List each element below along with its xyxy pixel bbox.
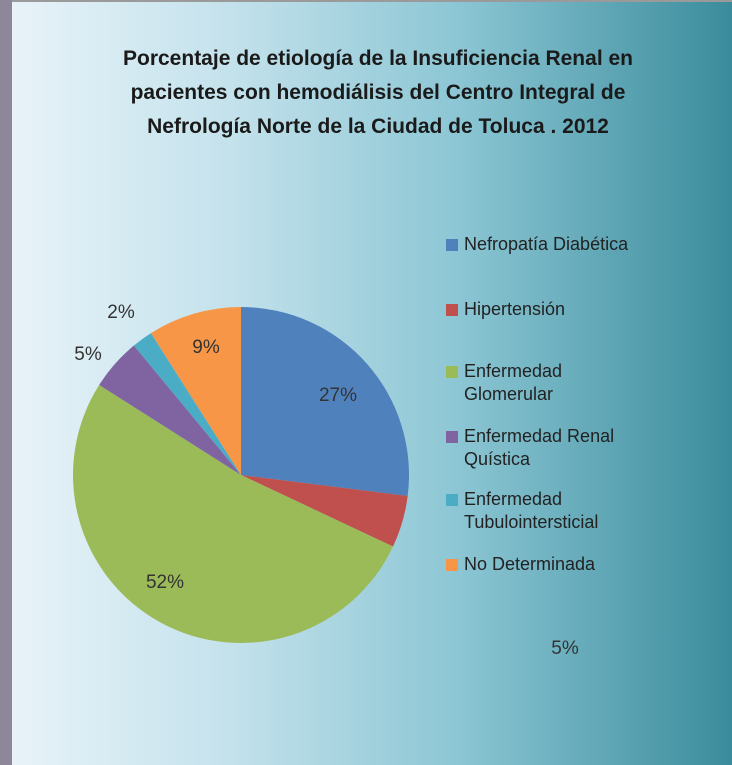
legend-label: Enfermedad Glomerular (464, 361, 563, 404)
legend-item: Enfermedad Tubulointersticial (446, 488, 646, 534)
data-label: 5% (74, 344, 102, 365)
legend-swatch (446, 494, 458, 506)
legend-label: No Determinada (464, 554, 596, 574)
legend-swatch (446, 559, 458, 571)
legend-item: Nefropatía Diabética (446, 233, 706, 256)
data-label: 27% (319, 385, 357, 406)
legend-label: Hipertensión (464, 299, 566, 319)
legend-swatch (446, 304, 458, 316)
legend-item: Enfermedad Glomerular (446, 360, 646, 406)
data-label: 5% (551, 638, 579, 659)
data-label: 9% (192, 337, 220, 358)
pie-slice (99, 345, 241, 475)
legend-swatch (446, 239, 458, 251)
chart-title: Porcentaje de etiología de la Insuficien… (123, 47, 633, 138)
pie-slice (150, 307, 241, 475)
legend-swatch (446, 431, 458, 443)
legend-label: Enfermedad Tubulointersticial (464, 489, 599, 532)
data-label: 2% (107, 302, 135, 323)
pie-slice (241, 307, 410, 497)
legend-label: Nefropatía Diabética (464, 234, 629, 254)
data-label: 52% (146, 572, 184, 593)
legend-item: No Determinada (446, 553, 706, 576)
legend-label: Enfermedad Renal Quística (464, 426, 615, 469)
legend-item: Enfermedad Renal Quística (446, 425, 646, 471)
pie-slice (241, 475, 408, 547)
pie-slice (73, 384, 394, 643)
legend-item: Hipertensión (446, 298, 706, 321)
pie-slice (133, 333, 241, 475)
legend-swatch (446, 366, 458, 378)
